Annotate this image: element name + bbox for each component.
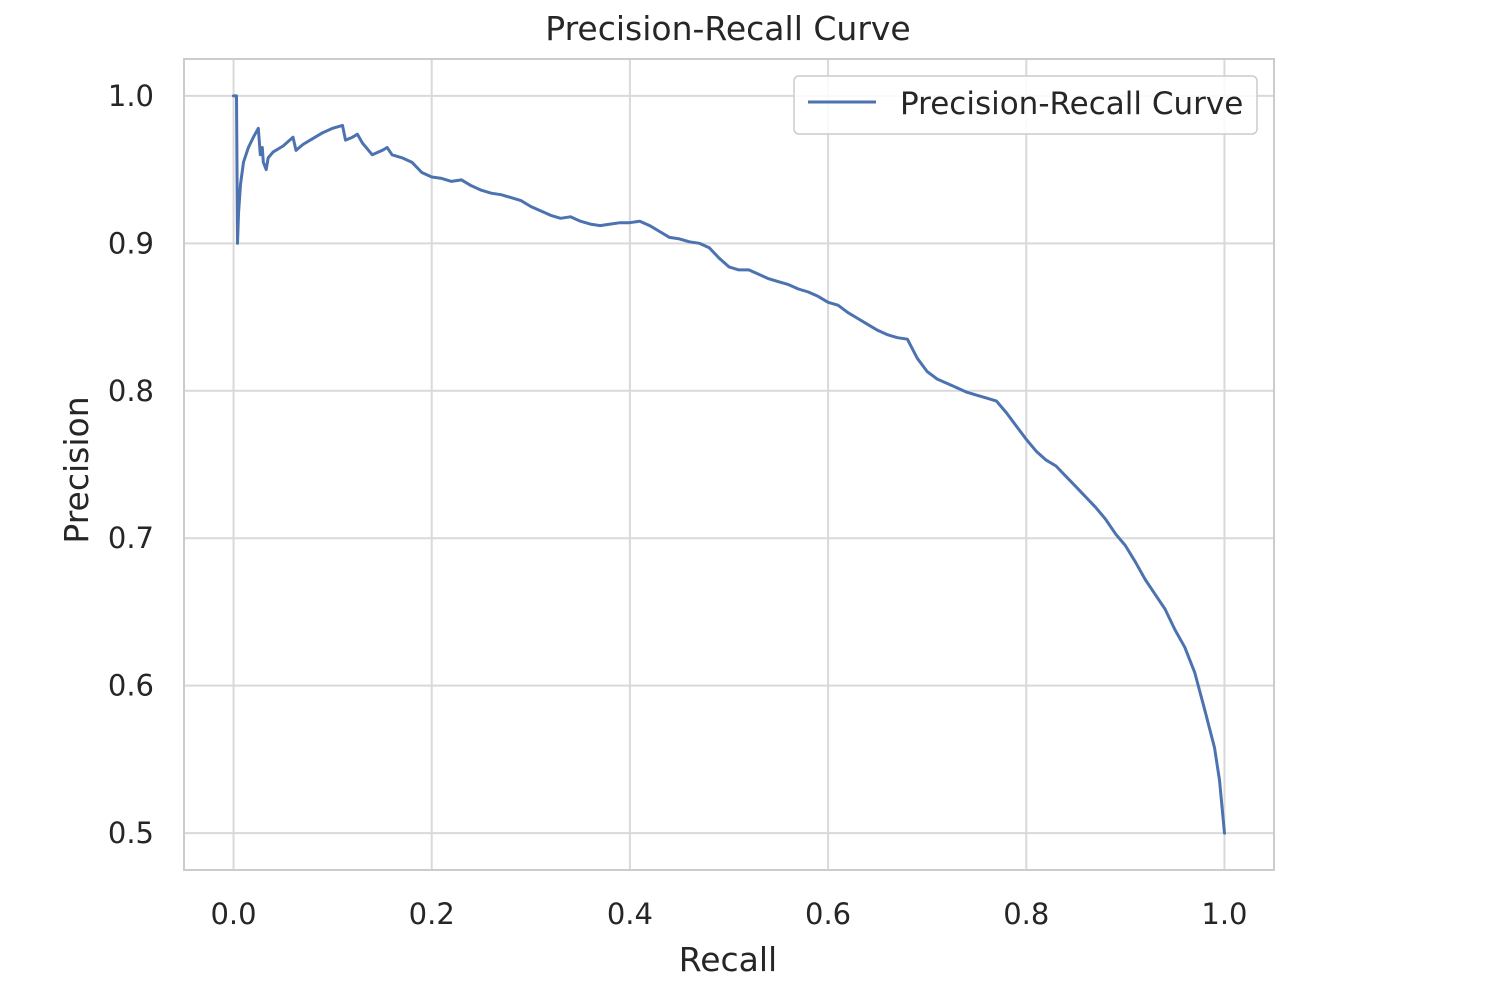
chart-title: Precision-Recall Curve: [545, 9, 910, 48]
x-tick-label: 0.0: [210, 897, 256, 931]
y-tick-label: 0.5: [108, 816, 154, 850]
x-tick-labels: 0.0 0.2 0.4 0.6 0.8 1.0: [210, 897, 1247, 931]
y-tick-label: 0.8: [108, 374, 154, 408]
y-tick-label: 0.6: [108, 669, 154, 703]
x-tick-label: 0.2: [409, 897, 455, 931]
y-tick-label: 1.0: [108, 79, 154, 113]
x-tick-label: 0.8: [1003, 897, 1049, 931]
grid: [184, 59, 1274, 870]
y-axis-label: Precision: [57, 396, 96, 543]
legend-entry-label: Precision-Recall Curve: [900, 86, 1243, 122]
legend-box: [793, 75, 1258, 135]
legend: Precision-Recall Curve: [793, 75, 1258, 135]
x-tick-label: 0.6: [805, 897, 851, 931]
precision-recall-line: [232, 94, 1226, 835]
y-tick-label: 0.9: [108, 226, 154, 260]
x-tick-label: 0.4: [607, 897, 653, 931]
y-tick-labels: 0.5 0.6 0.7 0.8 0.9 1.0: [108, 79, 154, 850]
x-axis-label: Recall: [679, 940, 777, 979]
x-tick-label: 1.0: [1201, 897, 1247, 931]
plot-frame: [183, 58, 1275, 871]
y-tick-label: 0.7: [108, 521, 154, 555]
